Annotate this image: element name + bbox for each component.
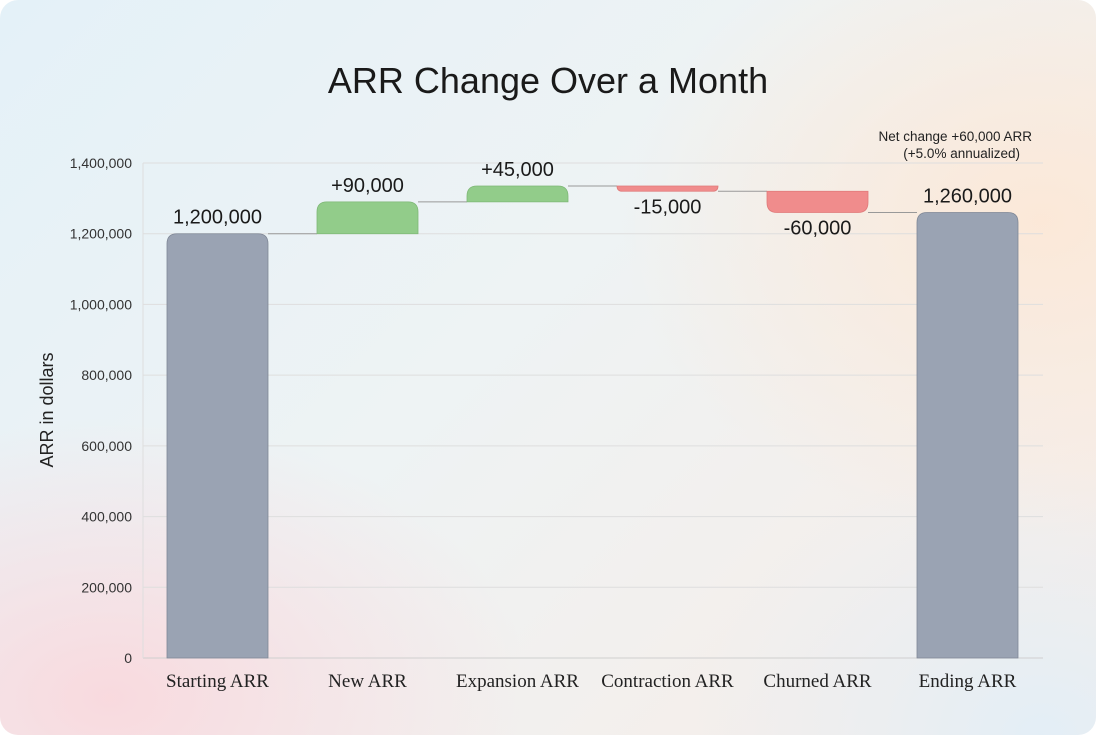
annualized-annotation: (+5.0% annualized) <box>903 146 1020 161</box>
net-change-annotation: Net change +60,000 ARR <box>879 129 1033 144</box>
x-tick-label: New ARR <box>328 671 407 692</box>
x-tick-label: Expansion ARR <box>456 671 579 692</box>
y-tick-label: 0 <box>124 650 132 666</box>
data-label: -15,000 <box>634 196 702 218</box>
bar-churned-arr <box>766 190 869 213</box>
bar-starting-arr <box>166 233 269 659</box>
y-tick-label: 1,400,000 <box>70 155 132 171</box>
x-tick-label: Starting ARR <box>166 671 269 692</box>
y-tick-label: 1,200,000 <box>70 226 132 242</box>
chart-title: ARR Change Over a Month <box>328 60 768 101</box>
data-label: 1,200,000 <box>173 207 262 229</box>
x-tick-label: Churned ARR <box>763 671 872 692</box>
y-axis-label: ARR in dollars <box>37 352 57 467</box>
y-tick-label: 600,000 <box>81 438 132 454</box>
data-label: 1,260,000 <box>923 186 1012 208</box>
data-label: -60,000 <box>784 218 852 240</box>
x-tick-label: Contraction ARR <box>601 671 734 692</box>
y-tick-label: 1,000,000 <box>70 296 132 312</box>
bar-contraction-arr <box>616 185 719 192</box>
data-label: +45,000 <box>481 159 554 181</box>
y-tick-label: 200,000 <box>81 579 132 595</box>
bar-expansion-arr <box>466 185 569 203</box>
y-tick-label: 400,000 <box>81 509 132 525</box>
bar-new-arr <box>316 201 419 235</box>
y-tick-label: 800,000 <box>81 367 132 383</box>
bar-ending-arr <box>916 212 1019 659</box>
data-label: +90,000 <box>331 175 404 197</box>
x-tick-label: Ending ARR <box>919 671 1017 692</box>
